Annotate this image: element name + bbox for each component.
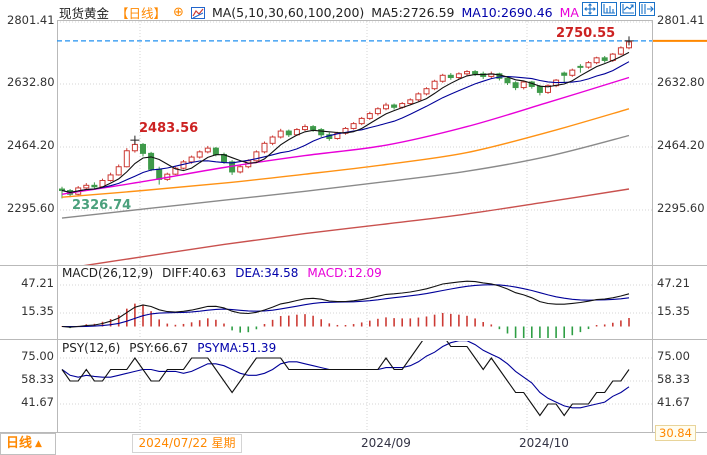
psy-bottom-value-badge: 30.84 (655, 425, 696, 441)
psy-layer (61, 341, 630, 417)
psy-pane-header: PSY(12,6) PSY:66.67 PSYMA:51.39 (62, 341, 276, 355)
price-axis-label-right: 2801.41 (657, 13, 705, 27)
x-axis-tick-label: 2024/10 (519, 436, 569, 450)
period-selector-button[interactable]: 日线 ▲ (0, 433, 56, 455)
triangle-up-icon: ▲ (35, 439, 42, 449)
psyma-value: PSYMA:51.39 (197, 341, 277, 355)
ma-truncated-value: MA (559, 5, 579, 20)
macd-axis-label-left: 15.35 (21, 304, 54, 318)
psy-axis-label-right: 75.00 (657, 349, 690, 363)
price-axis-label-left: 2464.20 (7, 138, 55, 152)
price-axis-label-left: 2295.60 (7, 201, 55, 215)
macd-value: MACD:12.09 (307, 266, 382, 280)
macd-pane-header: MACD(26,12,9) DIFF:40.63 DEA:34.58 MACD:… (62, 266, 382, 280)
price-axis-label-right: 2295.60 (657, 201, 705, 215)
swing-high-label: 2483.56 (139, 121, 199, 136)
axis-zoom-out-icon-button[interactable] (620, 2, 636, 16)
x-axis-tick-label: 2024/09 (361, 436, 411, 450)
candles-layer (59, 40, 632, 199)
psy-axis-label-left: 41.67 (21, 395, 54, 409)
psy-axis-label-right: 41.67 (657, 395, 690, 409)
cursor-move-icon-button[interactable] (582, 2, 598, 16)
psy-axis-label-left: 58.33 (21, 372, 54, 386)
macd-layer (61, 280, 630, 338)
pane-separators (0, 20, 707, 433)
macd-title: MACD(26,12,9) (62, 266, 154, 280)
psy-axis-label-right: 58.33 (657, 372, 690, 386)
macd-axis-label-right: 15.35 (657, 304, 690, 318)
go-to-latest-icon-button[interactable] (639, 2, 655, 16)
ma-settings-label: MA(5,10,30,60,100,200) (211, 5, 365, 20)
ma-lines-layer (61, 51, 630, 265)
psy-axis-label-left: 75.00 (21, 349, 54, 363)
psy-value: PSY:66.67 (129, 341, 189, 355)
psy-title: PSY(12,6) (62, 341, 121, 355)
chart-header: 现货黄金 【日线】 ⊕ MA(5,10,30,60,100,200) MA5:2… (59, 3, 579, 22)
highlighted-date-label: 2024/07/22 星期一 (132, 434, 242, 455)
chart-toolbar (582, 2, 655, 16)
ma5-value: MA5:2726.59 (371, 5, 455, 20)
last-price-label: 2750.55 (556, 26, 616, 41)
price-axis-label-left: 2632.80 (7, 75, 55, 89)
annotations-layer (57, 36, 707, 145)
price-axis-label-right: 2464.20 (657, 138, 705, 152)
macd-axis-label-right: 47.21 (657, 276, 690, 290)
macd-diff-value: DIFF:40.63 (162, 266, 227, 280)
price-axis-label-right: 2632.80 (657, 75, 705, 89)
add-indicator-icon[interactable]: ⊕ (173, 5, 184, 20)
ma10-value: MA10:2690.46 (461, 5, 553, 20)
axis-zoom-in-icon-button[interactable] (601, 2, 617, 16)
period-tag: 【日线】 (116, 6, 167, 21)
period-label: 日线 (6, 436, 33, 451)
swing-low-label: 2326.74 (72, 198, 132, 213)
mini-chart-icon (190, 6, 205, 19)
instrument-title: 现货黄金 (59, 6, 110, 21)
macd-dea-value: DEA:34.58 (235, 266, 299, 280)
macd-axis-label-left: 47.21 (21, 276, 54, 290)
price-axis-label-left: 2801.41 (7, 13, 55, 27)
